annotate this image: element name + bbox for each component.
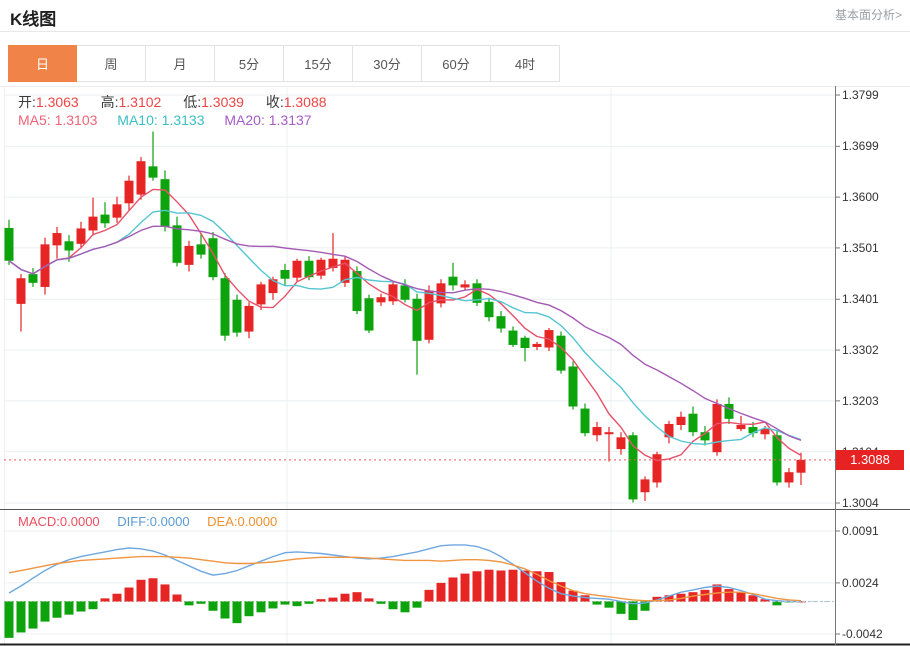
tab-day[interactable]: 日: [8, 45, 77, 82]
dea-value-legend: DEA:0.0000: [207, 514, 278, 529]
diff-value-legend: DIFF:0.0000: [117, 514, 190, 529]
macd-legend: MACD:0.0000 DIFF:0.0000 DEA:0.0000: [18, 514, 277, 529]
high-label: 高:: [100, 94, 119, 110]
tab-30min[interactable]: 30分: [353, 45, 422, 82]
price-axis-label: 1.3302: [842, 343, 879, 357]
ma10-legend: MA10: 1.3133: [117, 112, 205, 128]
tab-5min[interactable]: 5分: [215, 45, 284, 82]
price-axis-label: 1.3600: [842, 190, 879, 204]
price-axis-label: 1.3401: [842, 292, 879, 306]
close-value: 1.3088: [283, 94, 327, 110]
price-axis-label: 1.3699: [842, 139, 879, 153]
ohlc-legend: 开:1.3063 高:1.3102 低:1.3039 收:1.3088: [18, 92, 345, 112]
close-label: 收:: [265, 94, 284, 110]
high-value: 1.3102: [118, 94, 162, 110]
open-value: 1.3063: [35, 94, 79, 110]
period-tabs: 日 周 月 5分 15分 30分 60分 4时: [8, 45, 560, 82]
ma5-legend: MA5: 1.3103: [18, 112, 98, 128]
tab-4hour[interactable]: 4时: [491, 45, 560, 82]
price-axis-label: 1.3004: [842, 496, 879, 510]
ma-legend: MA5: 1.3103 MA10: 1.3133 MA20: 1.3137: [18, 112, 312, 128]
low-value: 1.3039: [201, 94, 244, 110]
tab-week[interactable]: 周: [77, 45, 146, 82]
open-label: 开:: [18, 94, 36, 110]
tab-15min[interactable]: 15分: [284, 45, 353, 82]
price-axis-label: 1.3501: [842, 241, 879, 255]
tab-60min[interactable]: 60分: [422, 45, 491, 82]
macd-axis-label: 0.0024: [842, 576, 879, 590]
tab-month[interactable]: 月: [146, 45, 215, 82]
page-title: K线图: [10, 10, 57, 29]
price-axis-label: 1.3203: [842, 394, 879, 408]
current-price-badge: 1.3088: [836, 450, 904, 470]
header-bar: K线图 基本面分析>: [0, 0, 910, 32]
low-label: 低:: [183, 94, 202, 110]
macd-value-legend: MACD:0.0000: [18, 514, 100, 529]
price-axis-label: 1.3799: [842, 88, 879, 102]
ma20-legend: MA20: 1.3137: [224, 112, 312, 128]
fundamental-analysis-link[interactable]: 基本面分析>: [834, 8, 902, 22]
macd-axis-label: -0.0042: [842, 627, 883, 641]
macd-axis-label: 0.0091: [842, 524, 879, 538]
